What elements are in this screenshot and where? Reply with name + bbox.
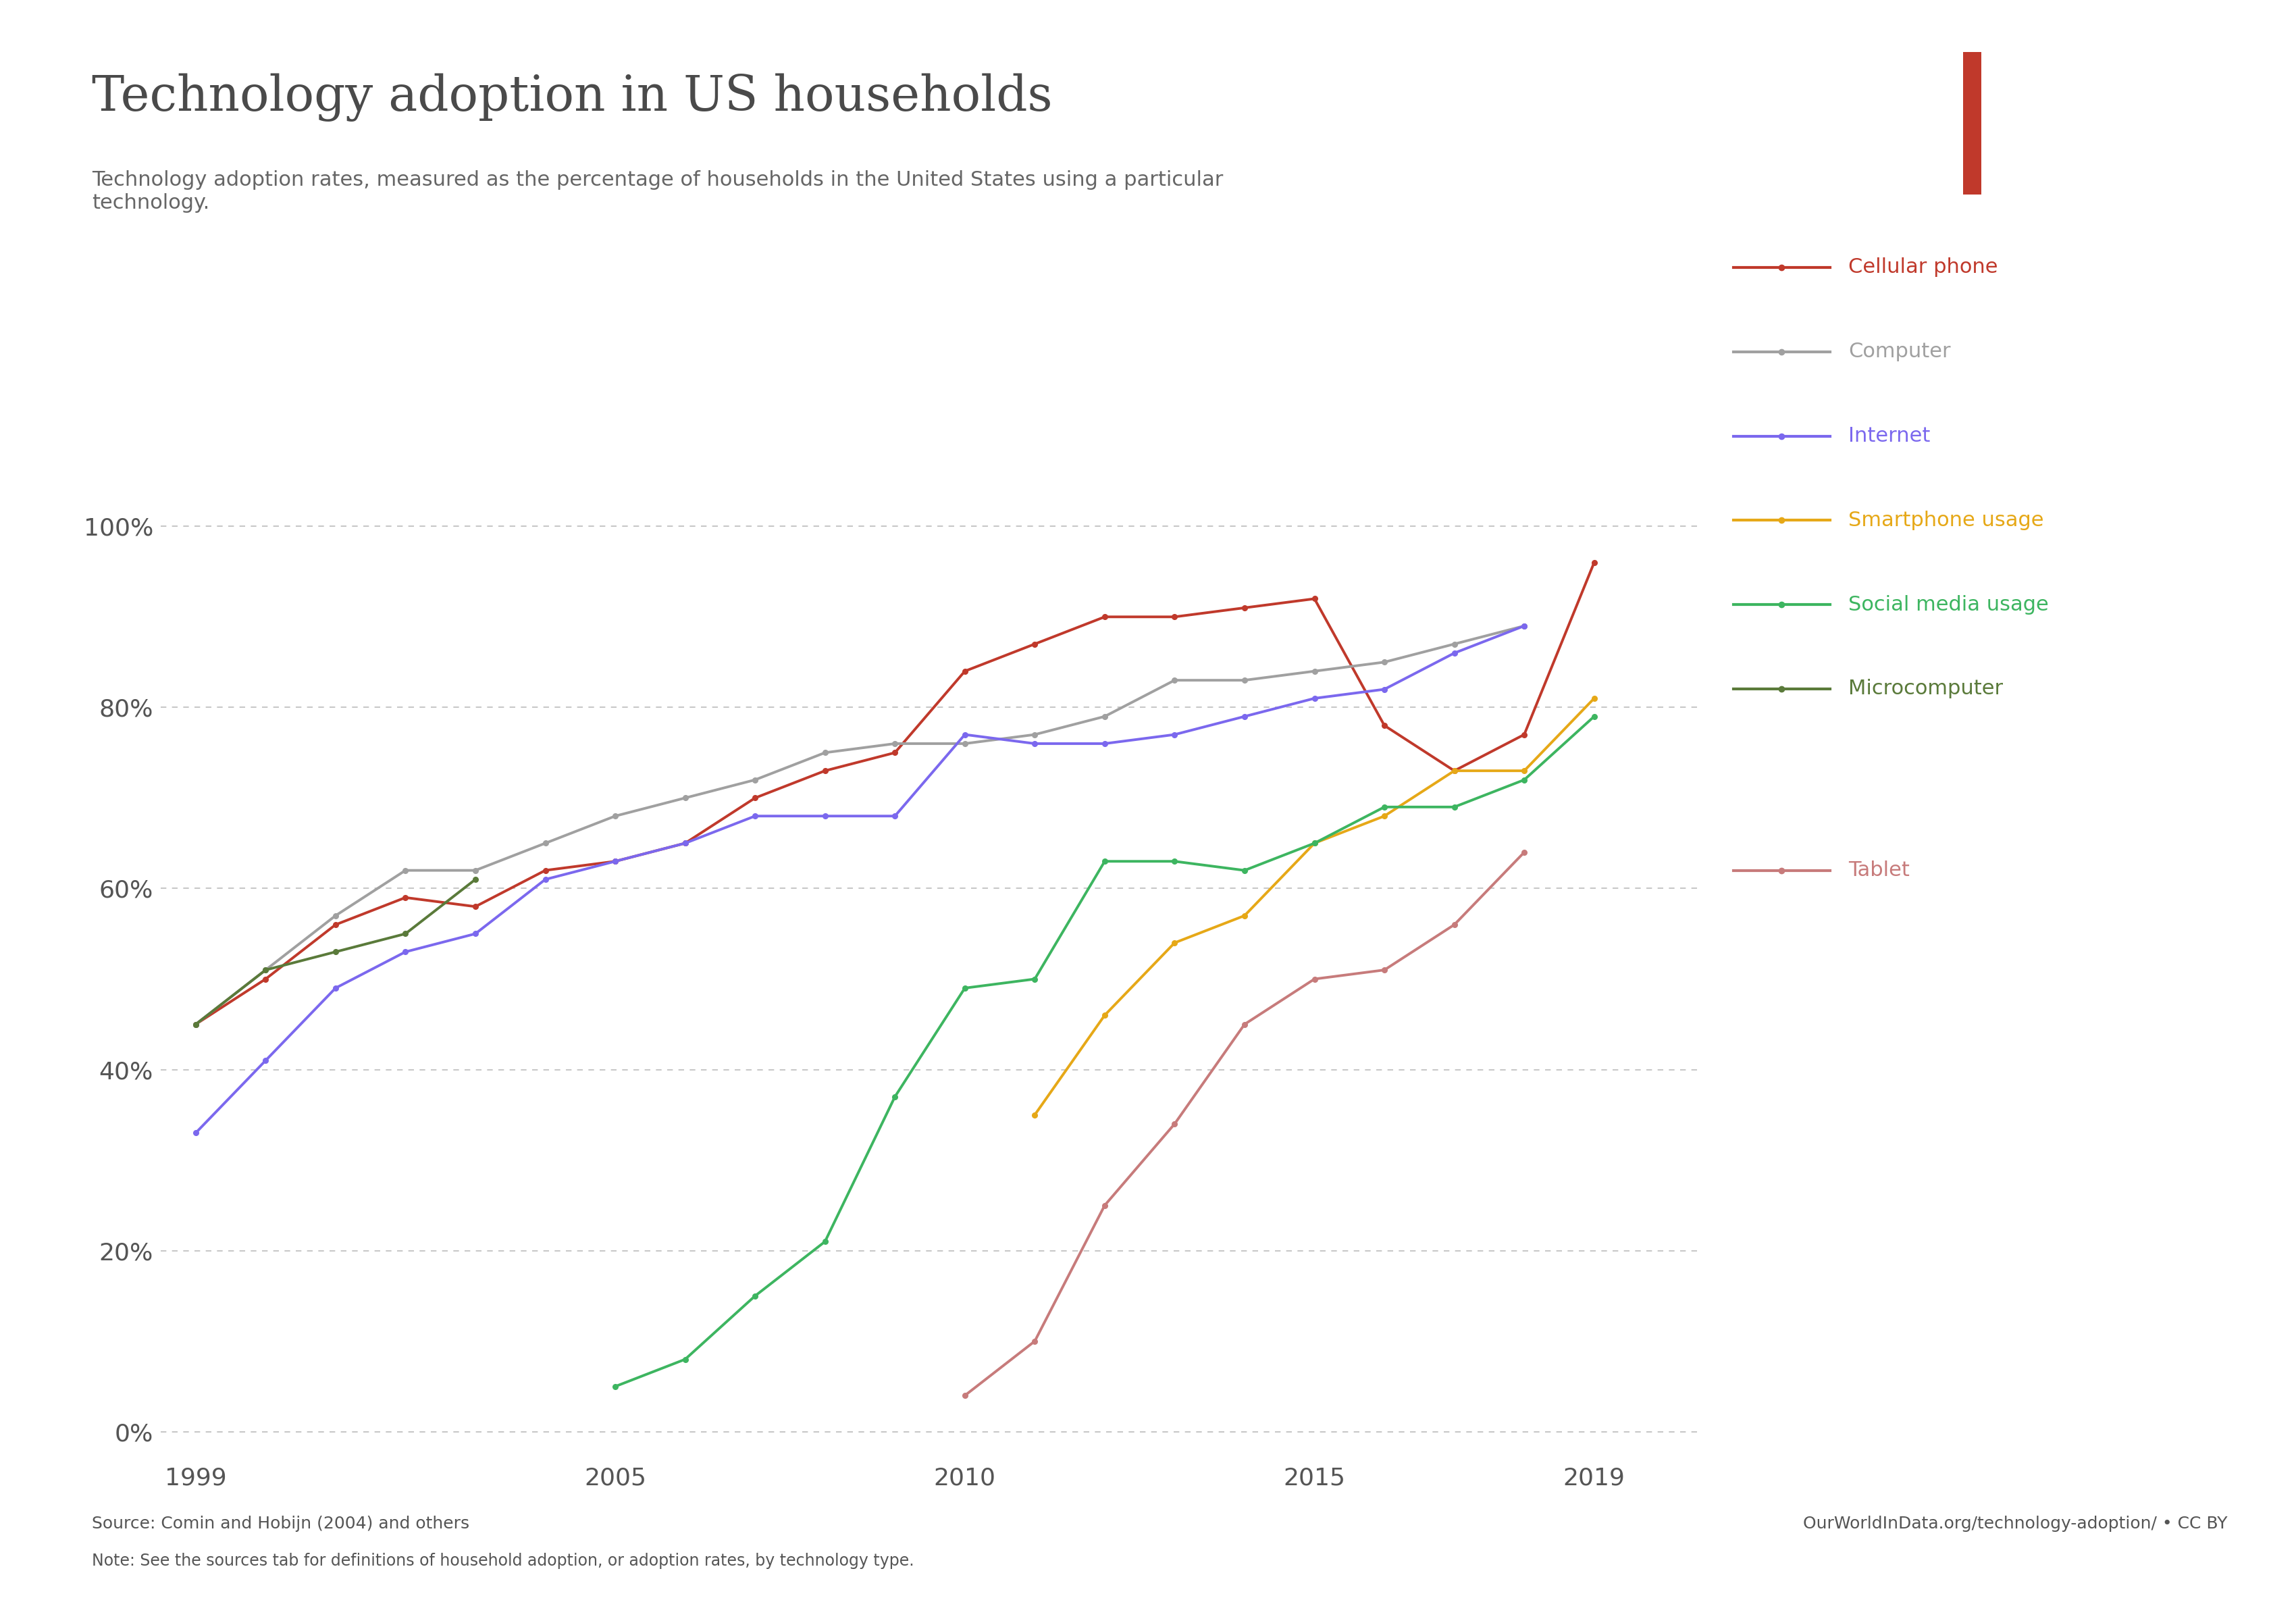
Text: Internet: Internet xyxy=(1848,426,1931,446)
Text: Our World: Our World xyxy=(2041,88,2149,107)
Text: Smartphone usage: Smartphone usage xyxy=(1848,511,2043,530)
FancyBboxPatch shape xyxy=(1963,52,1981,195)
Text: in Data: in Data xyxy=(2057,139,2133,159)
Text: Microcomputer: Microcomputer xyxy=(1848,679,2002,699)
Text: Note: See the sources tab for definitions of household adoption, or adoption rat: Note: See the sources tab for definition… xyxy=(92,1553,914,1569)
Text: Computer: Computer xyxy=(1848,342,1952,361)
Text: Social media usage: Social media usage xyxy=(1848,595,2048,614)
Text: Technology adoption in US households: Technology adoption in US households xyxy=(92,73,1052,122)
Text: Tablet: Tablet xyxy=(1848,861,1910,880)
Text: Source: Comin and Hobijn (2004) and others: Source: Comin and Hobijn (2004) and othe… xyxy=(92,1516,468,1532)
Text: Technology adoption rates, measured as the percentage of households in the Unite: Technology adoption rates, measured as t… xyxy=(92,170,1224,212)
Text: OurWorldInData.org/technology-adoption/ • CC BY: OurWorldInData.org/technology-adoption/ … xyxy=(1802,1516,2227,1532)
Text: Cellular phone: Cellular phone xyxy=(1848,258,1998,277)
